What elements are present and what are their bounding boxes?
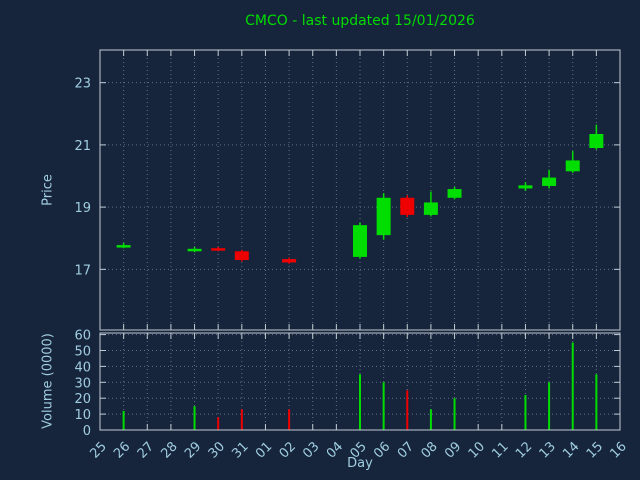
candles	[116, 124, 604, 264]
candle-body	[234, 251, 249, 260]
candle-body	[282, 259, 297, 263]
price-axis-label: Price	[40, 174, 56, 206]
volume-tick-label: 30	[74, 376, 91, 391]
price-tick-label: 17	[74, 263, 91, 278]
axis-tick-marks	[99, 50, 621, 431]
volume-tick-label: 60	[74, 329, 91, 344]
candle-body	[376, 197, 391, 236]
price-tick-label: 23	[74, 77, 91, 92]
candle-body	[565, 160, 580, 172]
candle-body	[423, 202, 438, 215]
candle-body	[211, 248, 226, 251]
volume-tick-label: 20	[74, 392, 91, 407]
volume-tick-label: 0	[83, 424, 91, 439]
volume-bars	[122, 342, 598, 430]
candle-body	[400, 197, 415, 215]
volume-axis-label: Volume (0000)	[40, 333, 56, 429]
candle-body	[187, 248, 202, 252]
price-tick-label: 19	[74, 201, 91, 216]
candle-body	[116, 245, 131, 248]
volume-tick-label: 40	[74, 360, 91, 375]
candle-body	[353, 225, 367, 257]
candle-body	[542, 177, 557, 186]
candle-body	[447, 189, 462, 198]
price-tick-label: 21	[74, 139, 91, 154]
volume-tick-label: 50	[74, 344, 91, 359]
volume-tick-label: 10	[74, 408, 91, 423]
x-axis-label: Day	[347, 456, 373, 471]
candle-body	[589, 134, 604, 148]
chart-title: CMCO - last updated 15/01/2026	[245, 13, 475, 29]
candle-body	[518, 185, 533, 189]
